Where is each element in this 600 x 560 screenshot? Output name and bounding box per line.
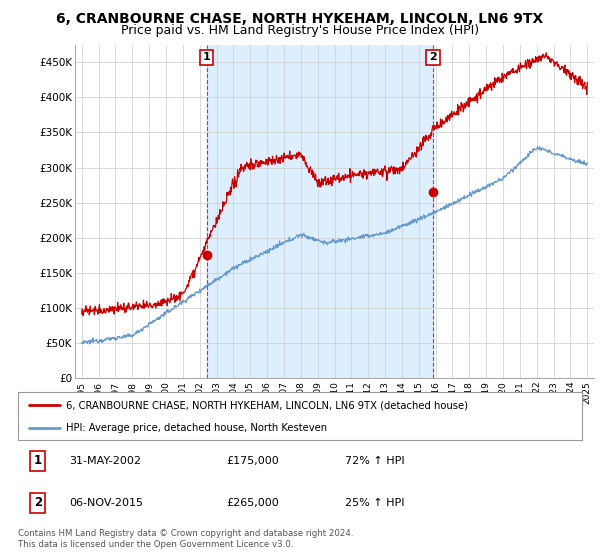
Text: 6, CRANBOURNE CHASE, NORTH HYKEHAM, LINCOLN, LN6 9TX: 6, CRANBOURNE CHASE, NORTH HYKEHAM, LINC… [56, 12, 544, 26]
Text: 72% ↑ HPI: 72% ↑ HPI [345, 456, 405, 466]
Text: HPI: Average price, detached house, North Kesteven: HPI: Average price, detached house, Nort… [66, 423, 327, 433]
Text: 2: 2 [429, 53, 437, 62]
Text: 06-NOV-2015: 06-NOV-2015 [69, 498, 143, 508]
Text: 6, CRANBOURNE CHASE, NORTH HYKEHAM, LINCOLN, LN6 9TX (detached house): 6, CRANBOURNE CHASE, NORTH HYKEHAM, LINC… [66, 400, 468, 410]
Text: 31-MAY-2002: 31-MAY-2002 [69, 456, 141, 466]
Text: 1: 1 [34, 454, 42, 468]
Text: £175,000: £175,000 [227, 456, 280, 466]
Text: Price paid vs. HM Land Registry's House Price Index (HPI): Price paid vs. HM Land Registry's House … [121, 24, 479, 37]
Text: 25% ↑ HPI: 25% ↑ HPI [345, 498, 404, 508]
Bar [207, 45, 433, 378]
Text: £265,000: £265,000 [227, 498, 280, 508]
FancyBboxPatch shape [18, 392, 582, 440]
Text: 1: 1 [203, 53, 211, 62]
Text: Contains HM Land Registry data © Crown copyright and database right 2024.
This d: Contains HM Land Registry data © Crown c… [18, 529, 353, 549]
Text: 2: 2 [34, 496, 42, 510]
